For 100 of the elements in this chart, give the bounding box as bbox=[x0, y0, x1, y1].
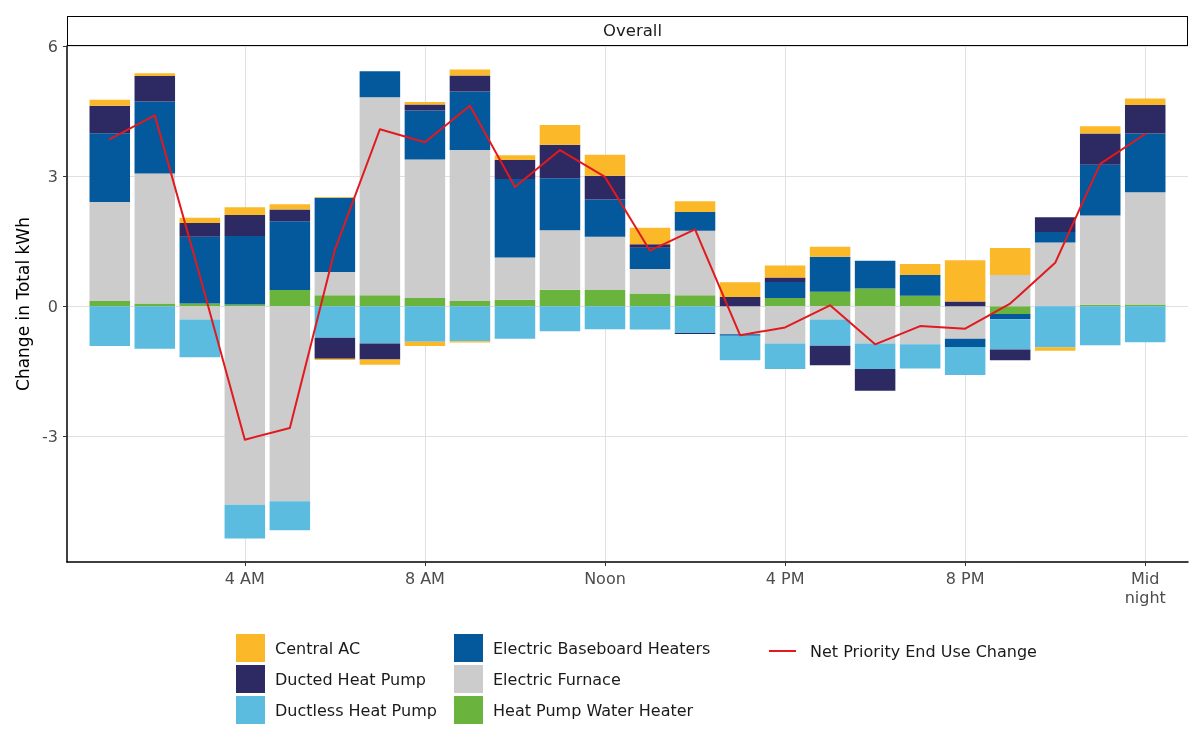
bar bbox=[1124, 98, 1166, 105]
bar bbox=[1124, 306, 1166, 343]
bar bbox=[179, 306, 221, 320]
bar bbox=[89, 99, 131, 106]
bar bbox=[1124, 192, 1166, 305]
bar bbox=[854, 306, 896, 344]
bar bbox=[1034, 232, 1076, 243]
bar bbox=[899, 306, 941, 345]
legend-label: Electric Baseboard Heaters bbox=[493, 638, 711, 658]
bar bbox=[989, 313, 1031, 320]
bar bbox=[89, 133, 131, 203]
bar bbox=[809, 246, 851, 257]
bar bbox=[404, 159, 446, 298]
legend-label: Central AC bbox=[275, 638, 361, 658]
bar bbox=[1124, 133, 1166, 193]
bar bbox=[764, 277, 806, 282]
bar bbox=[224, 235, 266, 305]
bar bbox=[494, 179, 536, 258]
bar bbox=[809, 345, 851, 366]
bar bbox=[989, 349, 1031, 361]
bar bbox=[629, 293, 671, 307]
bar bbox=[539, 230, 581, 290]
bar bbox=[1034, 217, 1076, 233]
bar bbox=[359, 343, 401, 360]
bar bbox=[1079, 164, 1121, 216]
bar bbox=[1079, 133, 1121, 165]
bar bbox=[899, 264, 941, 275]
bar bbox=[89, 306, 131, 347]
bar bbox=[179, 217, 221, 223]
bar bbox=[269, 209, 311, 222]
legend-label: Electric Furnace bbox=[493, 669, 621, 689]
bar bbox=[674, 306, 716, 334]
y-axis-title: Change in Total kWh bbox=[12, 217, 33, 391]
bar bbox=[494, 257, 536, 300]
bar bbox=[539, 289, 581, 307]
bar bbox=[89, 300, 131, 307]
bar bbox=[584, 290, 626, 307]
bar bbox=[179, 236, 221, 304]
bar bbox=[359, 295, 401, 307]
bar bbox=[539, 306, 581, 332]
x-tick-label: 4 PM bbox=[765, 569, 805, 588]
bar bbox=[224, 207, 266, 216]
y-tick-label: 3 bbox=[47, 166, 58, 186]
bar bbox=[314, 197, 356, 272]
bar bbox=[404, 341, 446, 347]
bar bbox=[539, 144, 581, 179]
bar bbox=[854, 288, 896, 307]
bar bbox=[1079, 126, 1121, 134]
bar bbox=[359, 359, 401, 365]
legend-label: Ducted Heat Pump bbox=[275, 669, 426, 689]
bar bbox=[1034, 242, 1076, 307]
bar bbox=[764, 306, 806, 344]
bar bbox=[719, 306, 761, 335]
bar bbox=[89, 105, 131, 134]
x-tick-label: Noon bbox=[584, 569, 626, 588]
bar bbox=[269, 306, 311, 502]
bar bbox=[494, 299, 536, 307]
bar bbox=[764, 343, 806, 370]
bar bbox=[314, 337, 356, 359]
bar bbox=[899, 295, 941, 307]
bar bbox=[944, 301, 986, 307]
bar bbox=[719, 335, 761, 361]
bar bbox=[179, 222, 221, 237]
bar bbox=[449, 150, 491, 301]
x-tick-label: 8 PM bbox=[945, 569, 985, 588]
bar bbox=[629, 247, 671, 269]
bar bbox=[449, 75, 491, 92]
bar bbox=[269, 204, 311, 210]
bar bbox=[944, 306, 986, 339]
bar bbox=[719, 297, 761, 307]
bar bbox=[134, 173, 176, 304]
legend-label: Heat Pump Water Heater bbox=[493, 700, 694, 720]
bar bbox=[269, 221, 311, 291]
bar bbox=[764, 265, 806, 278]
bar bbox=[764, 281, 806, 298]
bar bbox=[314, 295, 356, 307]
bar bbox=[449, 306, 491, 342]
bar bbox=[1034, 347, 1076, 351]
bar bbox=[494, 155, 536, 161]
bar bbox=[404, 110, 446, 160]
y-tick-label: 6 bbox=[47, 36, 58, 56]
bar bbox=[449, 69, 491, 76]
bar bbox=[584, 306, 626, 330]
bar bbox=[539, 124, 581, 145]
bar bbox=[314, 306, 356, 338]
bar bbox=[224, 504, 266, 539]
legend-label: Ductless Heat Pump bbox=[275, 700, 437, 720]
chart-title: Overall bbox=[603, 21, 662, 40]
bar bbox=[899, 344, 941, 369]
bar bbox=[719, 282, 761, 298]
bar bbox=[404, 306, 446, 342]
bar bbox=[854, 343, 896, 370]
bar bbox=[359, 97, 401, 296]
bar bbox=[809, 256, 851, 292]
bar bbox=[539, 178, 581, 231]
line-series bbox=[108, 104, 1147, 441]
y-tick-label: 0 bbox=[47, 296, 58, 316]
bar bbox=[404, 104, 446, 111]
bar bbox=[584, 154, 626, 176]
bar bbox=[224, 306, 266, 505]
